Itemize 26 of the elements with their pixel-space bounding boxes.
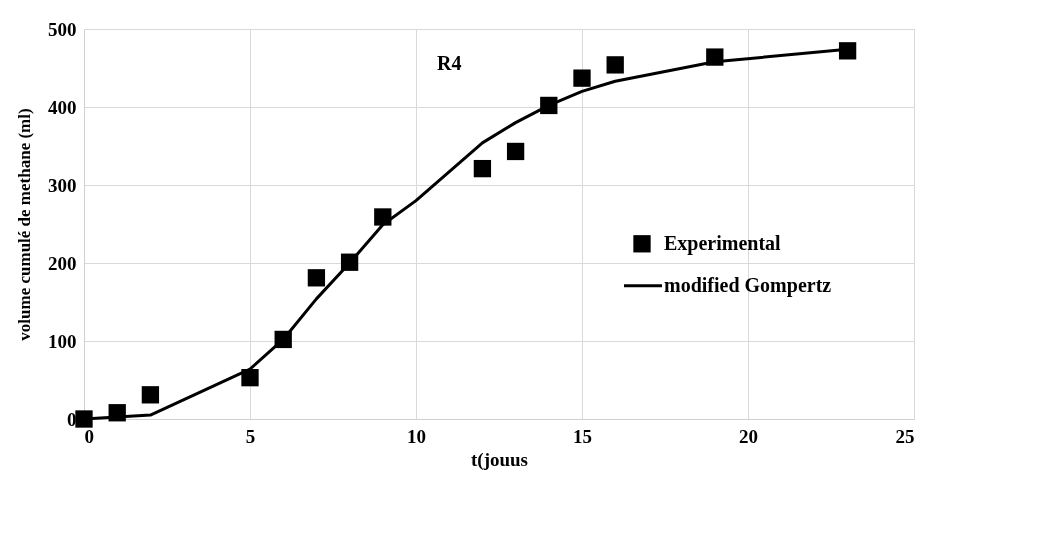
point — [374, 208, 392, 226]
x-tick-label: 15 — [573, 425, 592, 447]
x-axis-title: t(jouus — [470, 448, 529, 471]
point — [75, 410, 93, 428]
x-tick-label: 20 — [739, 425, 758, 447]
y-tick-label: 100 — [48, 330, 77, 352]
point — [506, 142, 525, 161]
legend-label: modified Gompertz — [664, 273, 832, 297]
y-tick-label: 400 — [48, 96, 77, 118]
legend-label: Experimental — [664, 231, 782, 255]
y-tick-label: 200 — [48, 252, 77, 274]
x-tick-label: 10 — [407, 425, 426, 447]
annotation: R4 — [436, 52, 462, 75]
point — [838, 42, 857, 60]
x-tick-label: 25 — [895, 425, 915, 447]
point — [573, 69, 591, 87]
point — [241, 369, 259, 387]
point — [606, 56, 624, 74]
y-axis-title: volume cumulé de methane (ml) — [15, 108, 34, 341]
point — [307, 269, 326, 287]
point — [141, 386, 160, 404]
y-tick-label: 500 — [48, 18, 77, 40]
point — [473, 159, 492, 178]
y-tick-label: 300 — [48, 174, 77, 196]
x-tick-label: 0 — [84, 425, 94, 447]
x-tick-label: 5 — [245, 425, 256, 447]
